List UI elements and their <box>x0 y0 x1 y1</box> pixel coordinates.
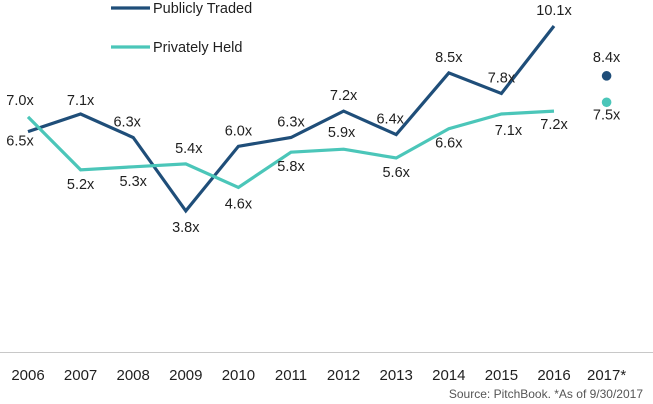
series-layer <box>26 25 612 214</box>
publicly-traded-data-label-2012: 7.2x <box>330 88 358 104</box>
privately-held-data-label-2016: 7.2x <box>540 117 568 133</box>
privately-held-data-label-2017: 7.5x <box>593 107 621 123</box>
x-axis-ticks: 2006 2007 2008 2009 2010 2011 2012 2013 2014 2015… <box>11 367 626 384</box>
x-tick-label-2009: 2009 <box>169 367 202 384</box>
publicly-traded-data-label-2011: 6.3x <box>277 114 305 130</box>
x-tick-label-2015: 2015 <box>485 367 518 384</box>
privately-held-data-label-2012: 5.9x <box>328 125 356 141</box>
publicly-traded-data-label-2017: 8.4x <box>593 50 621 66</box>
privately-held-data-label-2010: 4.6x <box>225 196 253 212</box>
data-label-layer: 6.5x 7.1x 6.3x 3.8x 6.0x 6.3x 7.2x 6.4x 8.5x 7.8x… <box>6 3 621 236</box>
x-tick-label-2016: 2016 <box>537 367 570 384</box>
privately-held-data-label-2015: 7.1x <box>495 123 523 139</box>
publicly-traded-data-label-2009: 3.8x <box>172 220 200 236</box>
publicly-traded-data-label-2014: 8.5x <box>435 50 463 66</box>
x-tick-label-2007: 2007 <box>64 367 97 384</box>
publicly-traded-point-2017-marker <box>601 71 612 81</box>
privately-held-line <box>26 109 555 190</box>
publicly-traded-data-label-2006: 6.5x <box>6 134 34 150</box>
legend-label-privately-held: Privately Held <box>153 40 242 56</box>
x-tick-label-2010: 2010 <box>222 367 255 384</box>
privately-held-data-label-2013: 5.6x <box>382 165 410 181</box>
privately-held-data-label-2008: 5.3x <box>119 174 147 190</box>
privately-held-data-label-2011: 5.8x <box>277 159 305 175</box>
publicly-traded-data-label-2013: 6.4x <box>376 112 404 128</box>
x-tick-label-2006: 2006 <box>11 367 44 384</box>
x-tick-label-2011: 2011 <box>275 367 307 384</box>
privately-held-data-label-2007: 5.2x <box>67 177 95 193</box>
publicly-traded-line <box>27 25 556 214</box>
privately-held-point-2017-marker <box>601 97 612 108</box>
privately-held-data-label-2009: 5.4x <box>175 141 203 157</box>
privately-held-data-label-2006: 7.0x <box>6 93 34 109</box>
chart-legend: Publicly Traded Privately Held <box>111 1 252 56</box>
legend-label-publicly-traded: Publicly Traded <box>153 1 252 17</box>
x-tick-label-2008: 2008 <box>117 367 150 384</box>
publicly-traded-data-label-2015: 7.8x <box>488 70 516 86</box>
x-tick-label-2013: 2013 <box>380 367 413 384</box>
source-note: Source: PitchBook. *As of 9/30/2017 <box>448 387 643 401</box>
x-tick-label-2014: 2014 <box>432 367 465 384</box>
publicly-traded-data-label-2008: 6.3x <box>113 114 141 130</box>
x-tick-label-2017: 2017* <box>587 367 626 384</box>
publicly-traded-data-label-2010: 6.0x <box>225 123 253 139</box>
publicly-traded-data-label-2007: 7.1x <box>67 93 95 109</box>
publicly-traded-data-label-2016: 10.1x <box>536 3 572 19</box>
privately-held-data-label-2014: 6.6x <box>435 136 463 152</box>
x-tick-label-2012: 2012 <box>327 367 360 384</box>
